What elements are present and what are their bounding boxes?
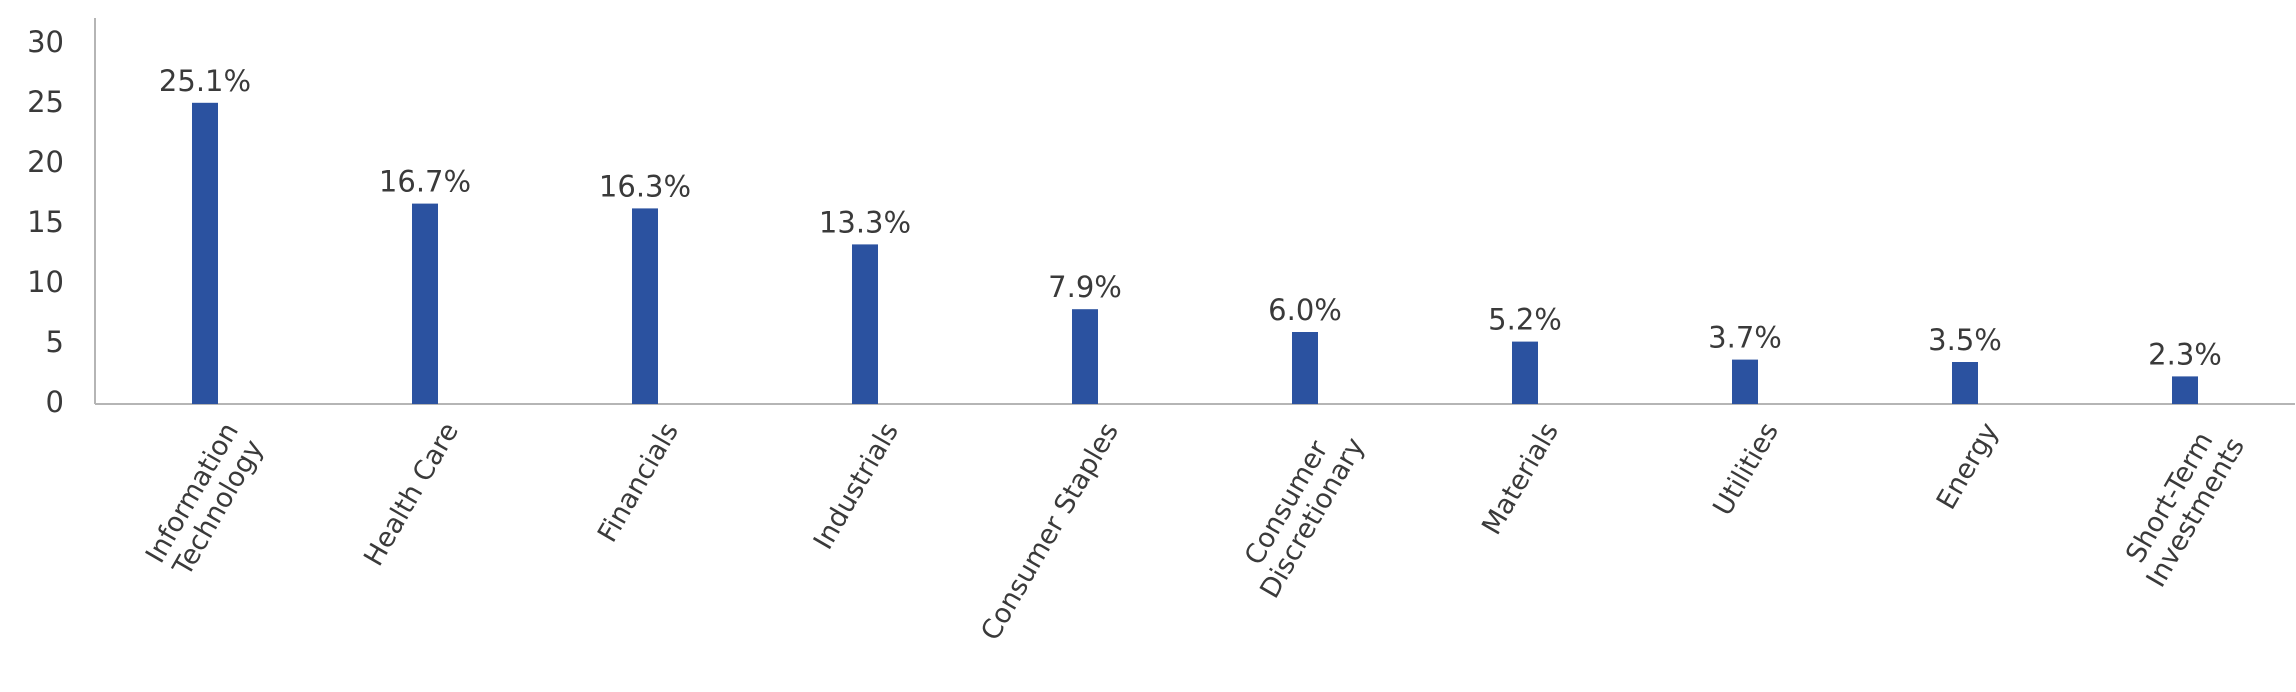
y-tick-label: 25 — [27, 85, 64, 119]
bar — [1512, 341, 1538, 404]
value-label: 7.9% — [1048, 270, 1122, 304]
bar — [412, 203, 438, 404]
bar — [1292, 332, 1318, 404]
bar — [1072, 309, 1098, 404]
bar — [192, 102, 218, 405]
value-label: 2.3% — [2148, 337, 2222, 371]
value-label: 16.7% — [379, 165, 471, 199]
value-label: 3.7% — [1708, 321, 1782, 355]
value-label: 16.3% — [599, 169, 691, 203]
y-tick-label: 30 — [27, 25, 64, 59]
bar — [1952, 362, 1978, 404]
bar — [632, 208, 658, 404]
value-label: 3.5% — [1928, 323, 2002, 357]
y-tick-label: 10 — [27, 265, 64, 299]
value-label: 13.3% — [819, 205, 911, 239]
bar — [852, 244, 878, 404]
y-tick-label: 15 — [27, 205, 64, 239]
y-tick-label: 5 — [46, 325, 64, 359]
value-label: 5.2% — [1488, 303, 1562, 337]
value-label: 6.0% — [1268, 293, 1342, 327]
y-tick-label: 0 — [46, 385, 64, 419]
bar — [2172, 376, 2198, 404]
y-tick-label: 20 — [27, 145, 64, 179]
bar — [1732, 359, 1758, 404]
value-label: 25.1% — [159, 64, 251, 98]
